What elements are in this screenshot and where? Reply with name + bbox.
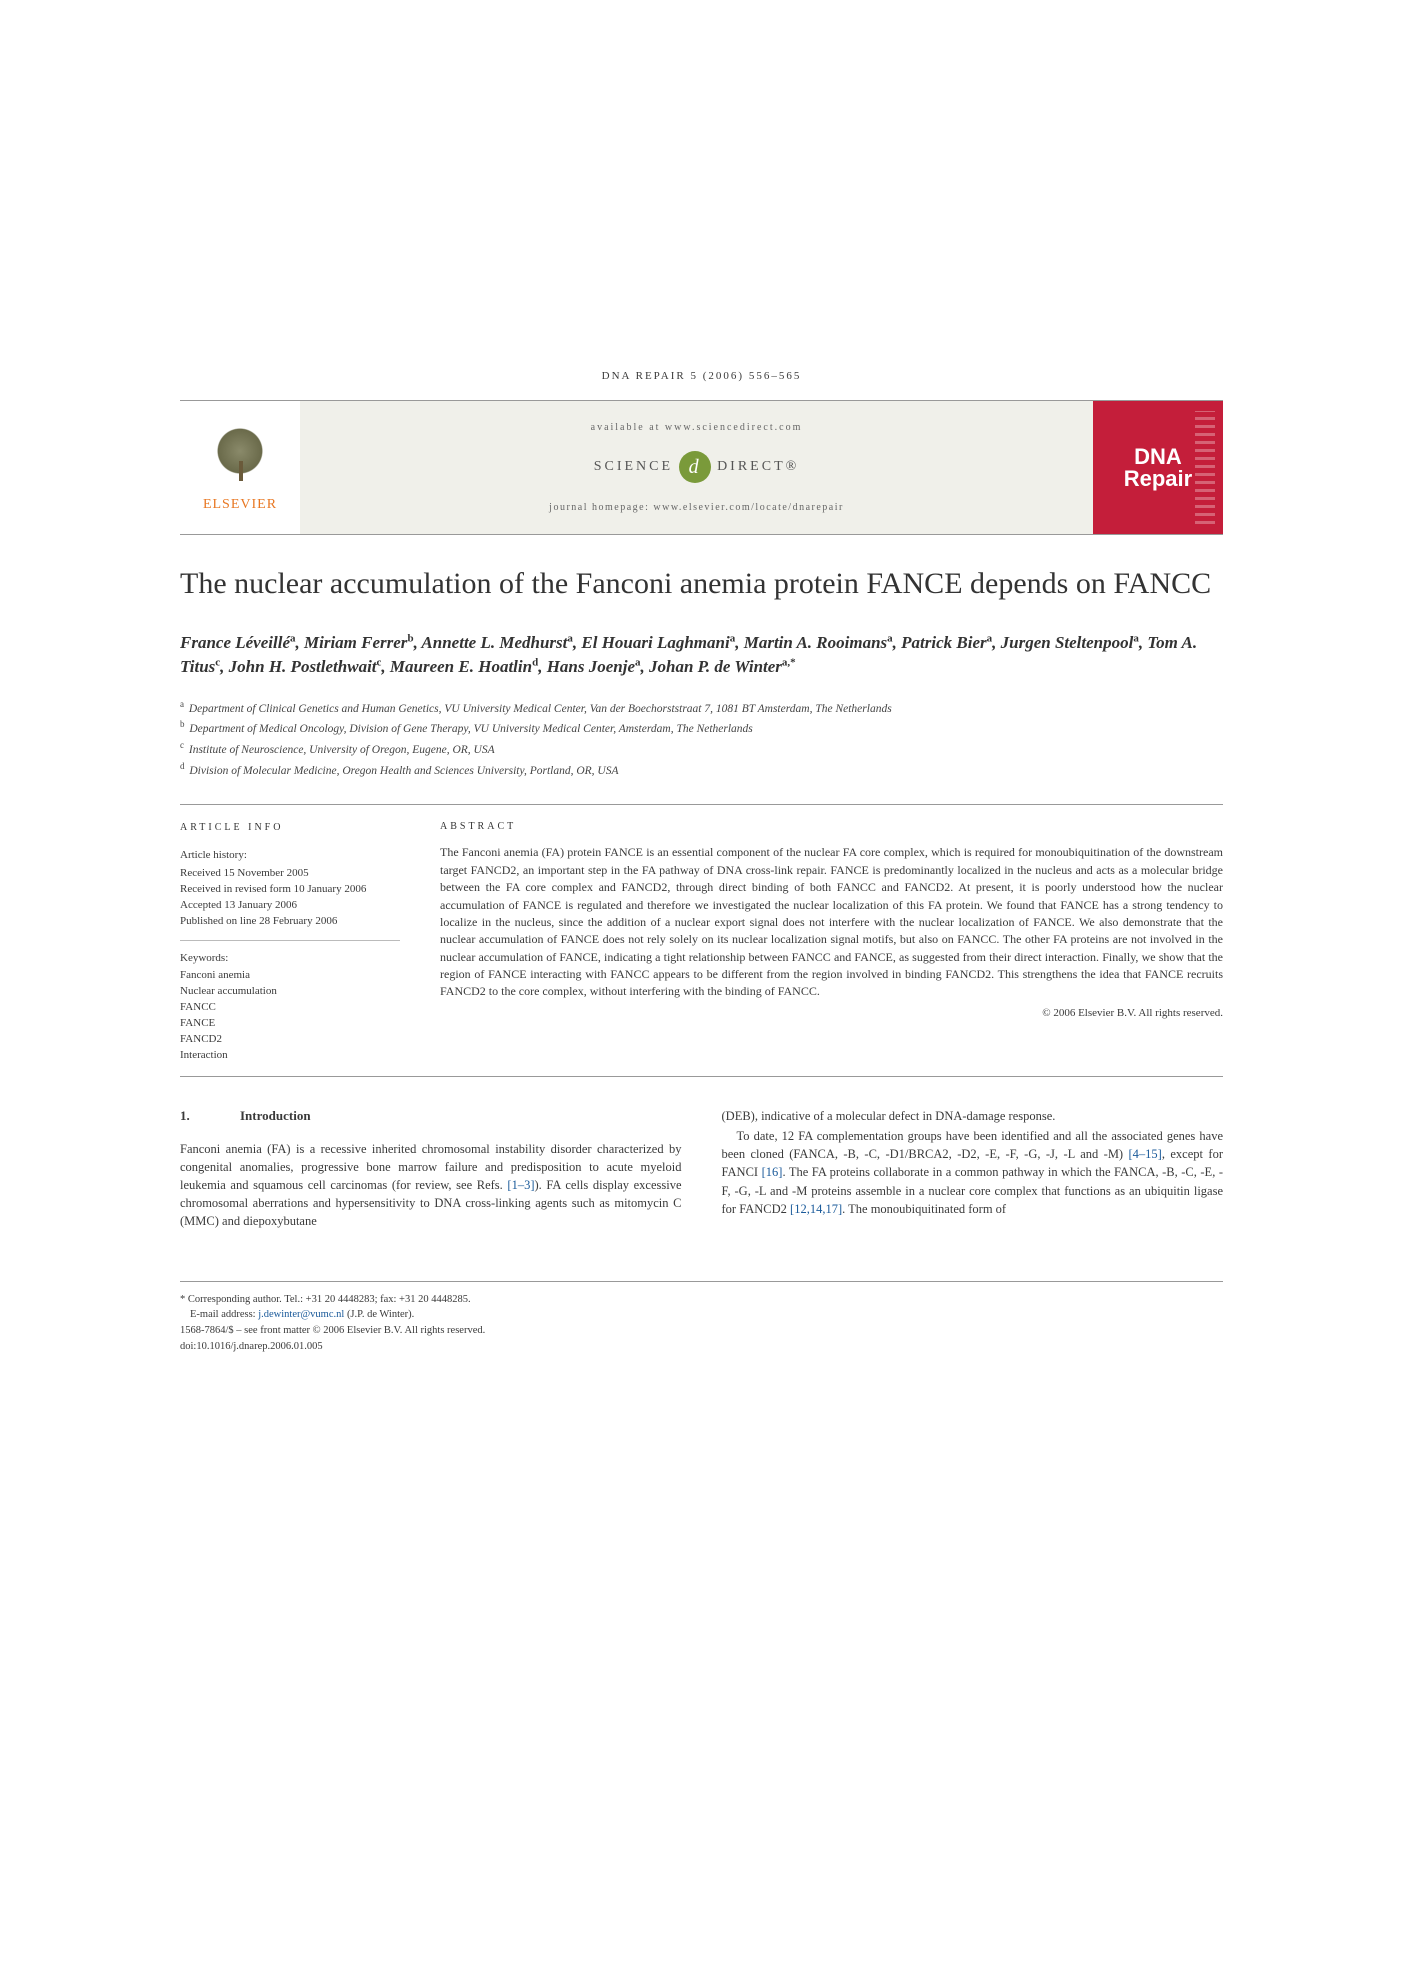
- keyword-item: FANCE: [180, 1016, 400, 1032]
- body-columns: 1. Introduction Fanconi anemia (FA) is a…: [180, 1107, 1223, 1230]
- abstract-column: ABSTRACT The Fanconi anemia (FA) protein…: [420, 821, 1223, 1064]
- history-list: Received 15 November 2005Received in rev…: [180, 866, 400, 930]
- header-box: ELSEVIER available at www.sciencedirect.…: [180, 400, 1223, 535]
- body-column-right: (DEB), indicative of a molecular defect …: [722, 1107, 1224, 1230]
- article-title: The nuclear accumulation of the Fanconi …: [180, 565, 1223, 603]
- history-item: Received 15 November 2005: [180, 866, 400, 882]
- doi: doi:10.1016/j.dnarep.2006.01.005: [180, 1339, 1223, 1355]
- history-item: Accepted 13 January 2006: [180, 898, 400, 914]
- email-link[interactable]: j.dewinter@vumc.nl: [258, 1309, 344, 1320]
- sd-at-icon: d: [679, 451, 711, 483]
- intro-p1-continued: (DEB), indicative of a molecular defect …: [722, 1107, 1224, 1125]
- article-info-column: ARTICLE INFO Article history: Received 1…: [180, 821, 420, 1064]
- intro-paragraph-2: To date, 12 FA complementation groups ha…: [722, 1127, 1224, 1218]
- front-matter: 1568-7864/$ – see front matter © 2006 El…: [180, 1323, 1223, 1339]
- keyword-item: Fanconi anemia: [180, 968, 400, 984]
- sd-right: DIRECT®: [717, 459, 799, 475]
- email-label: E-mail address:: [190, 1309, 258, 1320]
- intro-paragraph-1: Fanconi anemia (FA) is a recessive inher…: [180, 1140, 682, 1231]
- intro-p2-d: . The monoubiquitinated form of: [842, 1202, 1006, 1216]
- corresponding-author: * Corresponding author. Tel.: +31 20 444…: [180, 1292, 1223, 1308]
- email-who: (J.P. de Winter).: [344, 1309, 414, 1320]
- header-middle: available at www.sciencedirect.com SCIEN…: [300, 401, 1093, 534]
- elsevier-text: ELSEVIER: [203, 497, 277, 513]
- keywords-list: Fanconi anemiaNuclear accumulationFANCCF…: [180, 968, 400, 1064]
- affiliation-line: b Department of Medical Oncology, Divisi…: [180, 718, 1223, 739]
- homepage-text: journal homepage: www.elsevier.com/locat…: [549, 502, 844, 513]
- keyword-item: Nuclear accumulation: [180, 984, 400, 1000]
- abstract-heading: ABSTRACT: [440, 821, 1223, 832]
- affiliation-line: c Institute of Neuroscience, University …: [180, 739, 1223, 760]
- affiliation-line: a Department of Clinical Genetics and Hu…: [180, 698, 1223, 719]
- ref-link-16[interactable]: [16]: [762, 1165, 783, 1179]
- ref-link-4-15[interactable]: [4–15]: [1129, 1147, 1162, 1161]
- keyword-item: FANCD2: [180, 1032, 400, 1048]
- journal-header: DNA REPAIR 5 (2006) 556–565: [180, 370, 1223, 382]
- dna-helix-icon: [1195, 411, 1215, 524]
- abstract-copyright: © 2006 Elsevier B.V. All rights reserved…: [440, 1007, 1223, 1019]
- available-text: available at www.sciencedirect.com: [591, 422, 803, 433]
- section-1-heading: 1. Introduction: [180, 1107, 682, 1126]
- dna-text-2: Repair: [1124, 468, 1192, 490]
- info-divider: [180, 940, 400, 941]
- science-direct-logo: SCIENCE d DIRECT®: [594, 451, 800, 483]
- sd-left: SCIENCE: [594, 459, 673, 475]
- section-1-number: 1.: [180, 1107, 240, 1126]
- section-1-title: Introduction: [240, 1107, 311, 1126]
- elsevier-logo: ELSEVIER: [180, 401, 300, 534]
- keywords-label: Keywords:: [180, 951, 400, 967]
- ref-link-12-14-17[interactable]: [12,14,17]: [790, 1202, 842, 1216]
- history-item: Published on line 28 February 2006: [180, 914, 400, 930]
- keyword-item: Interaction: [180, 1048, 400, 1064]
- affiliation-line: d Division of Molecular Medicine, Oregon…: [180, 760, 1223, 781]
- dna-text-1: DNA: [1134, 446, 1182, 468]
- body-column-left: 1. Introduction Fanconi anemia (FA) is a…: [180, 1107, 682, 1230]
- ref-link-1-3[interactable]: [1–3]: [507, 1178, 534, 1192]
- history-item: Received in revised form 10 January 2006: [180, 882, 400, 898]
- email-line: E-mail address: j.dewinter@vumc.nl (J.P.…: [180, 1307, 1223, 1323]
- keyword-item: FANCC: [180, 1000, 400, 1016]
- dna-repair-logo: DNA Repair: [1093, 401, 1223, 534]
- history-label: Article history:: [180, 848, 400, 864]
- elsevier-tree-icon: [205, 423, 275, 493]
- info-abstract-row: ARTICLE INFO Article history: Received 1…: [180, 804, 1223, 1077]
- article-info-heading: ARTICLE INFO: [180, 821, 400, 836]
- footer-block: * Corresponding author. Tel.: +31 20 444…: [180, 1281, 1223, 1355]
- affiliations: a Department of Clinical Genetics and Hu…: [180, 698, 1223, 781]
- abstract-text: The Fanconi anemia (FA) protein FANCE is…: [440, 844, 1223, 1001]
- authors-list: France Léveilléa, Miriam Ferrerb, Annett…: [180, 631, 1223, 680]
